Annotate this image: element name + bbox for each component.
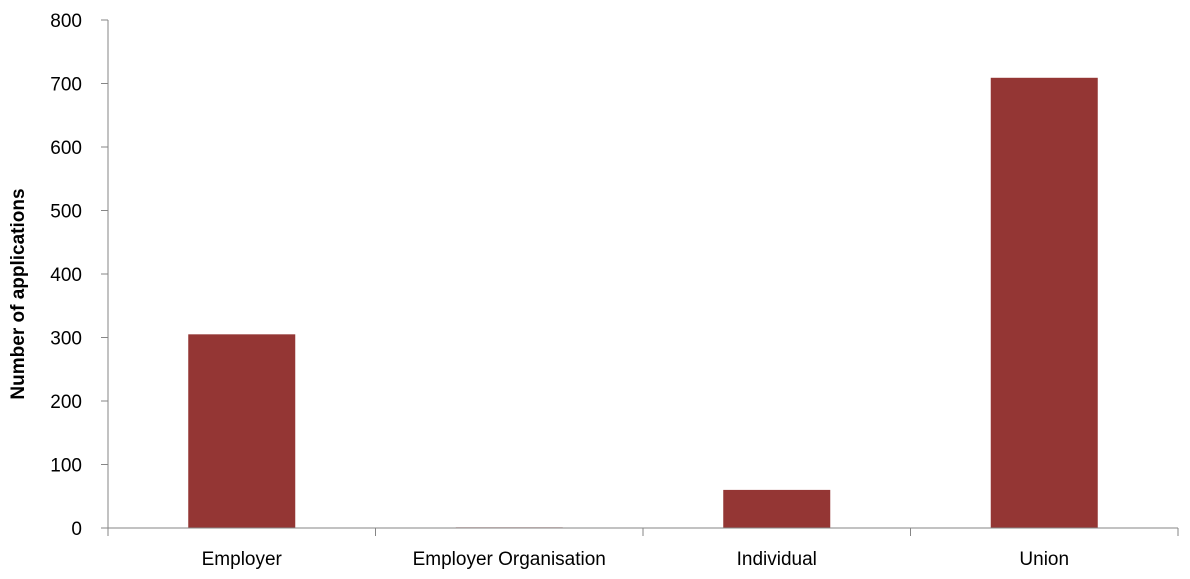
x-tick-label: Employer [202, 549, 283, 570]
x-tick-label: Employer Organisation [413, 549, 606, 570]
x-tick-label: Union [1019, 549, 1069, 570]
y-tick-label: 800 [50, 11, 82, 32]
bar-union [990, 77, 1098, 528]
y-tick-label: 400 [50, 265, 82, 286]
y-tick-label: 100 [50, 456, 82, 477]
y-tick-label: 300 [50, 329, 82, 350]
y-axis-title: Number of applications [8, 188, 29, 399]
bar-employer [188, 334, 296, 528]
bar-individual [723, 489, 831, 528]
y-axis-ticks: 0 100 200 300 400 500 600 700 800 [50, 11, 108, 540]
y-tick-label: 0 [71, 519, 82, 540]
y-tick-label: 200 [50, 392, 82, 413]
x-axis-ticks: Employer Employer Organisation Individual U… [107, 528, 1179, 570]
y-tick-label: 500 [50, 202, 82, 223]
bars [188, 77, 1098, 528]
x-tick-label: Individual [737, 549, 817, 570]
y-tick-label: 600 [50, 138, 82, 159]
y-tick-label: 700 [50, 75, 82, 96]
